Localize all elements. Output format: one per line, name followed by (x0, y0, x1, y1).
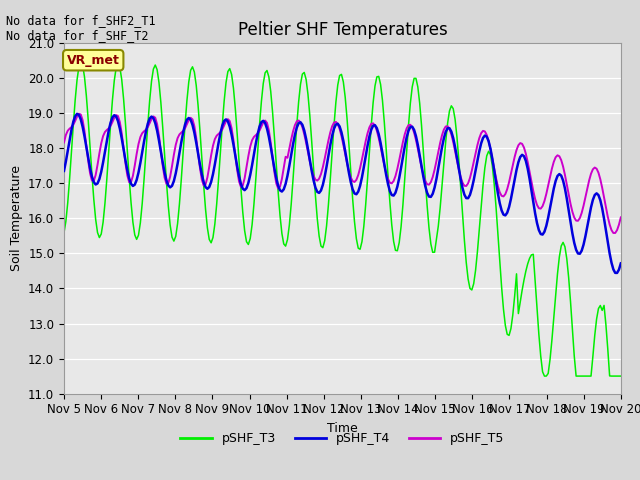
Text: VR_met: VR_met (67, 54, 120, 67)
Title: Peltier SHF Temperatures: Peltier SHF Temperatures (237, 21, 447, 39)
Text: No data for f_SHF2_T1
No data for f_SHF_T2: No data for f_SHF2_T1 No data for f_SHF_… (6, 14, 156, 42)
X-axis label: Time: Time (327, 422, 358, 435)
Legend: pSHF_T3, pSHF_T4, pSHF_T5: pSHF_T3, pSHF_T4, pSHF_T5 (175, 427, 509, 450)
Y-axis label: Soil Temperature: Soil Temperature (10, 166, 22, 271)
